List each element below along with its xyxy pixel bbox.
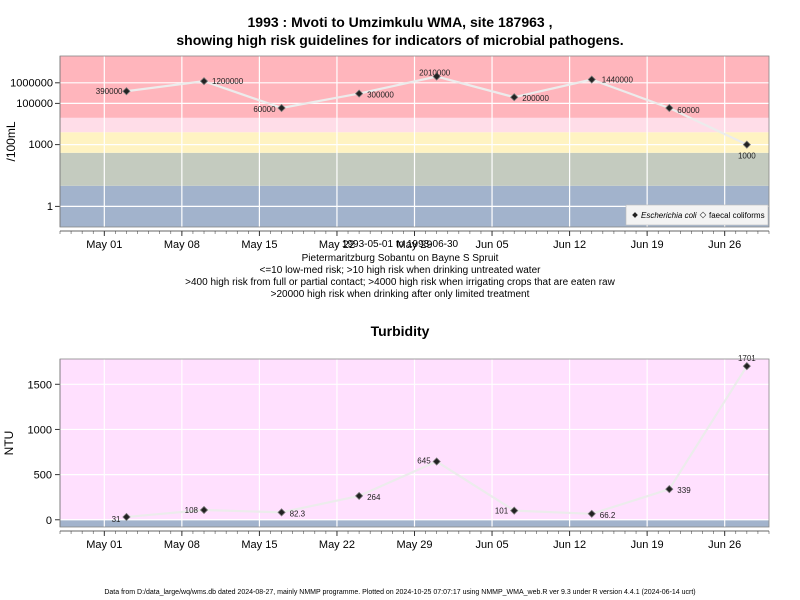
turbidity-point bbox=[122, 512, 131, 522]
x-tick-label: May 29 bbox=[396, 539, 432, 551]
legend-faecal-label: faecal coliforms bbox=[709, 211, 765, 220]
y-tick-label: 1000000 bbox=[10, 77, 53, 89]
x-tick-label: Jun 19 bbox=[631, 539, 664, 551]
ecoli-point bbox=[199, 77, 209, 86]
ecoli-point bbox=[277, 103, 286, 113]
turbidity-point bbox=[277, 508, 286, 517]
ecoli-point bbox=[355, 89, 364, 98]
turbidity-point bbox=[355, 491, 364, 501]
ecoli-data-label: 200000 bbox=[522, 94, 549, 103]
turbidity-data-label: 108 bbox=[185, 506, 199, 515]
turbidity-point bbox=[587, 509, 596, 518]
x-tick-label: May 29 bbox=[396, 239, 432, 251]
turbidity-point bbox=[665, 485, 674, 494]
turbidity-point bbox=[432, 457, 441, 466]
ecoli-point bbox=[432, 72, 441, 81]
x-tick-label: Jun 26 bbox=[708, 539, 741, 551]
turbidity-data-label: 66.2 bbox=[600, 511, 616, 520]
chart-title-line-2: showing high risk guidelines for indicat… bbox=[176, 32, 624, 48]
x-tick-label: May 15 bbox=[241, 239, 277, 251]
x-tick-label: Jun 05 bbox=[476, 539, 509, 551]
y-tick-label: 500 bbox=[34, 470, 52, 482]
legend-box bbox=[625, 204, 769, 226]
ecoli-data-label: 2010000 bbox=[419, 69, 451, 78]
footer-note: Data from D:/data_large/wq/wms.db dated … bbox=[104, 589, 696, 596]
x-tick-label: Jun 12 bbox=[553, 239, 586, 251]
y-tick-label: 1000 bbox=[29, 139, 53, 151]
turbidity-data-label: 645 bbox=[417, 457, 431, 466]
chart-title-line-1: 1993 : Mvoti to Umzimkulu WMA, site 1879… bbox=[247, 14, 553, 30]
x-tick-label: Jun 26 bbox=[708, 239, 741, 251]
x-tick-label: May 22 bbox=[319, 539, 355, 551]
ecoli-point bbox=[587, 75, 596, 84]
guideline-caption-2: >400 high risk from full or partial cont… bbox=[185, 277, 615, 288]
guideline-caption-3: >20000 high risk when drinking after onl… bbox=[270, 289, 530, 300]
x-tick-label: May 22 bbox=[319, 239, 355, 251]
plot-border bbox=[59, 358, 770, 528]
ecoli-point bbox=[665, 103, 674, 113]
ecoli-data-label: 1440000 bbox=[602, 76, 634, 85]
ecoli-data-label: 390000 bbox=[96, 87, 123, 96]
y-tick-label: 1 bbox=[47, 201, 53, 213]
y-tick-label: 1500 bbox=[28, 379, 52, 391]
site-caption: Pietermaritzburg Sobantu on Bayne S Spru… bbox=[301, 253, 499, 264]
legend-ecoli-marker bbox=[632, 212, 638, 218]
turbidity-point bbox=[199, 505, 209, 515]
turbidity-point bbox=[742, 362, 751, 371]
legend-ecoli-label: Escherichia coli bbox=[641, 211, 697, 220]
y-tick-label: 1000 bbox=[28, 424, 52, 436]
x-tick-label: Jun 19 bbox=[631, 239, 664, 251]
turbidity-data-label: 101 bbox=[495, 507, 509, 516]
x-tick-label: May 08 bbox=[164, 239, 200, 251]
guideline-caption-1: <=10 low-med risk; >10 high risk when dr… bbox=[259, 265, 541, 276]
turbidity-data-label: 82.3 bbox=[290, 509, 306, 518]
turbidity-data-label: 31 bbox=[112, 515, 121, 524]
ecoli-data-label: 60000 bbox=[253, 105, 276, 114]
turbidity-title: Turbidity bbox=[370, 323, 430, 339]
x-tick-label: May 15 bbox=[241, 539, 277, 551]
y-tick-label: 0 bbox=[46, 515, 52, 527]
ecoli-data-label: 1000 bbox=[738, 152, 756, 161]
x-tick-label: May 08 bbox=[164, 539, 200, 551]
turbidity-point bbox=[510, 506, 519, 515]
ecoli-data-label: 1200000 bbox=[212, 77, 244, 86]
ecoli-point bbox=[122, 87, 131, 96]
x-tick-label: May 01 bbox=[86, 539, 122, 551]
ecoli-point bbox=[742, 140, 751, 149]
turbidity-data-label: 264 bbox=[367, 493, 381, 502]
y-axis-label: NTU bbox=[2, 431, 16, 456]
x-tick-label: May 01 bbox=[86, 239, 122, 251]
turbidity-data-label: 339 bbox=[677, 486, 691, 495]
ecoli-data-label: 60000 bbox=[677, 106, 700, 115]
date-range-caption: 1993-05-01 to 1993-06-30 bbox=[341, 239, 459, 250]
x-tick-label: Jun 12 bbox=[553, 539, 586, 551]
ecoli-data-label: 300000 bbox=[367, 91, 394, 100]
y-tick-label: 100000 bbox=[16, 98, 53, 110]
legend-faecal-marker bbox=[699, 211, 707, 219]
y-axis-label: /100mL bbox=[4, 121, 18, 161]
x-tick-label: Jun 05 bbox=[476, 239, 509, 251]
plot-border bbox=[59, 55, 770, 228]
ecoli-point bbox=[510, 93, 519, 102]
